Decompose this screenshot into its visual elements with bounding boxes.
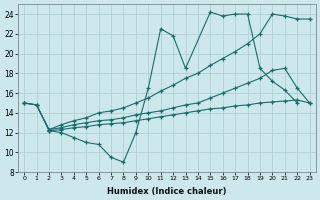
X-axis label: Humidex (Indice chaleur): Humidex (Indice chaleur) — [107, 187, 227, 196]
